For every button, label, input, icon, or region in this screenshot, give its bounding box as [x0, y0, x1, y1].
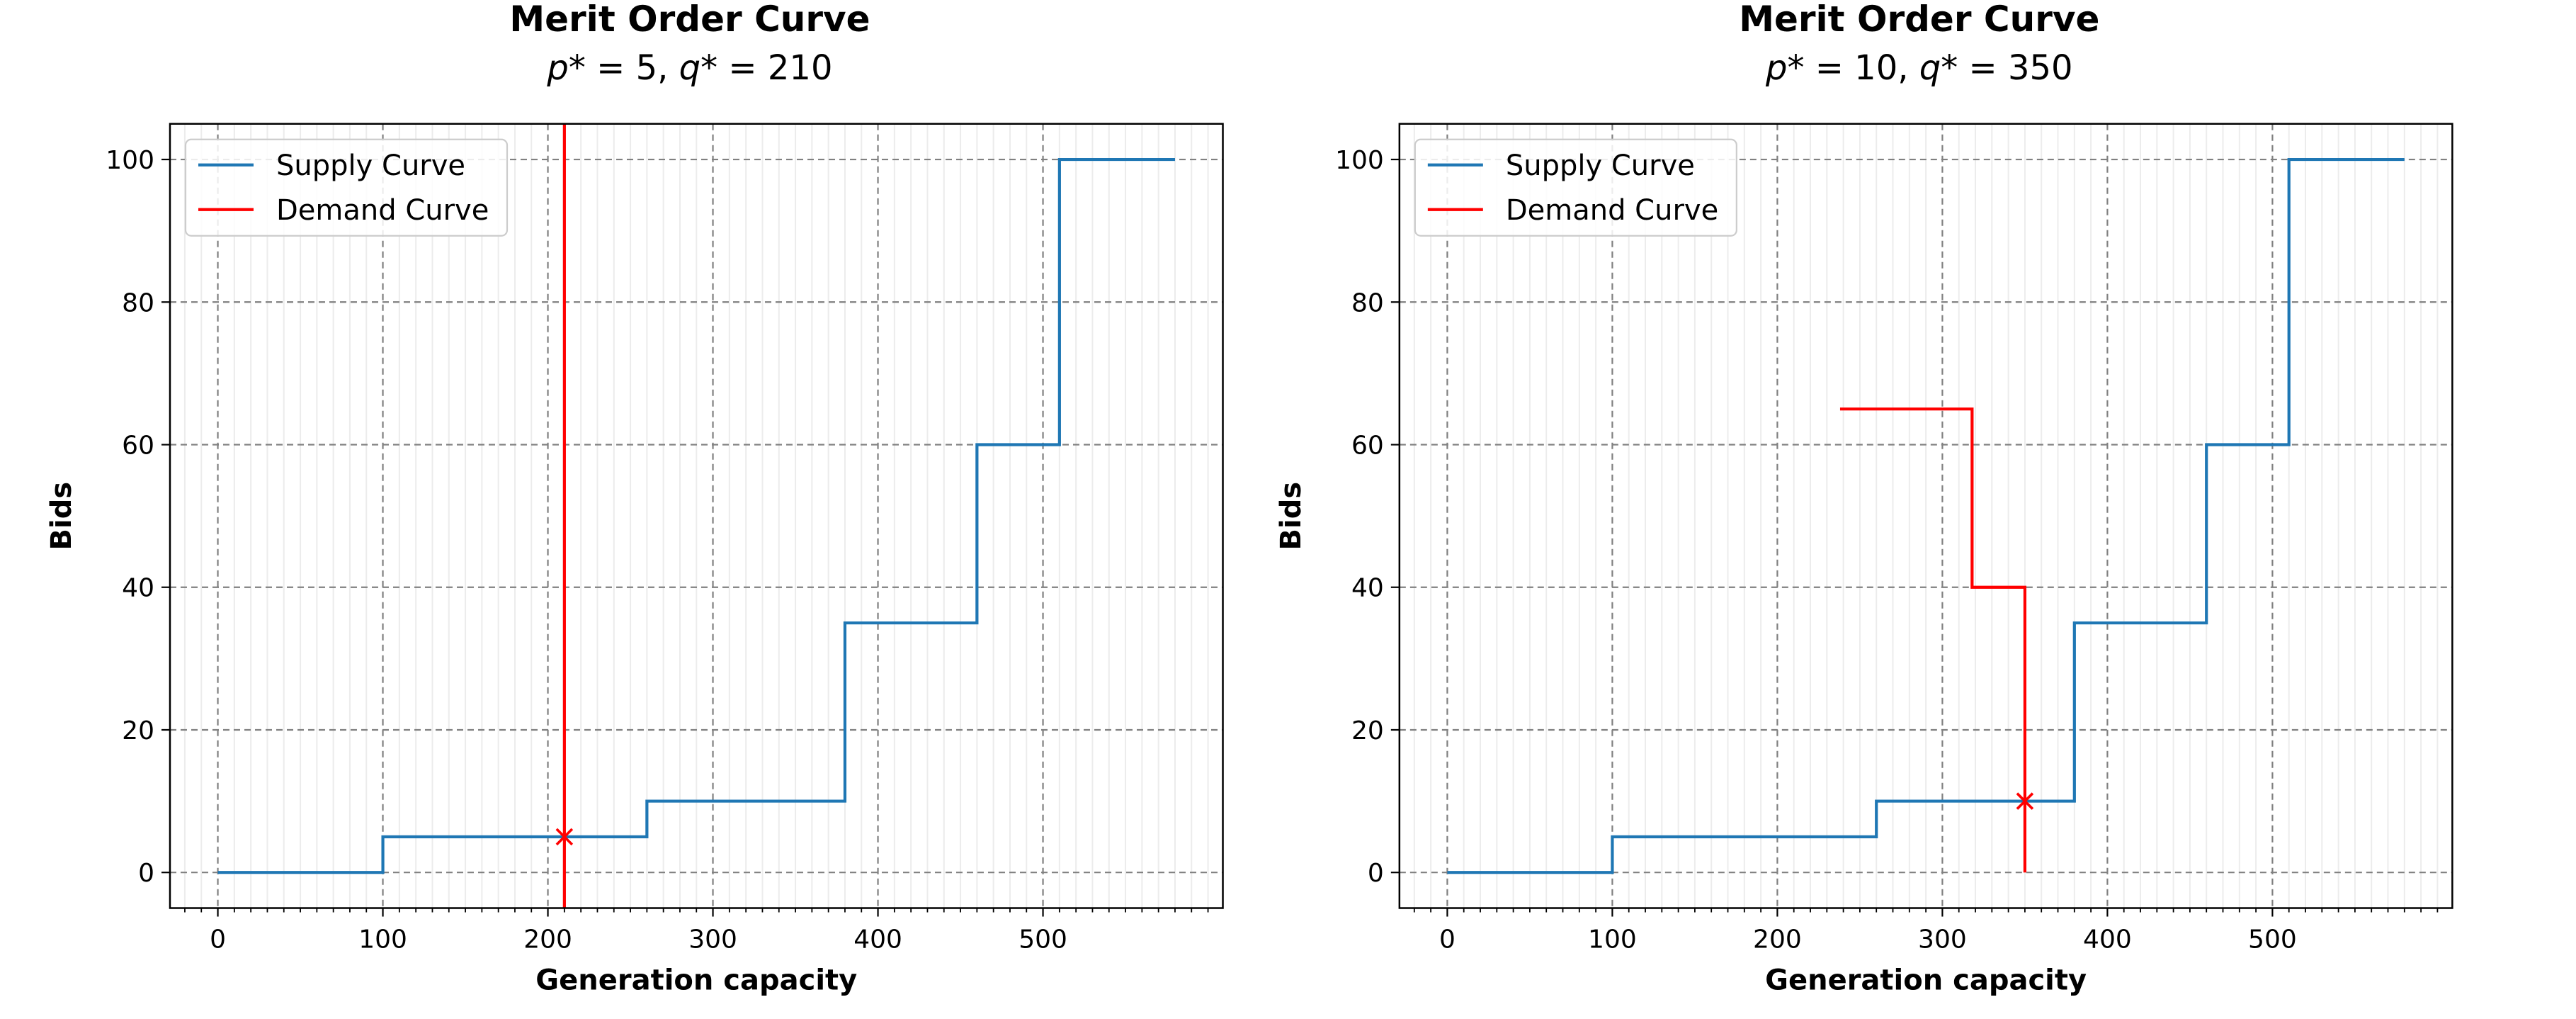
chart-1-subtitle-part: q	[679, 48, 700, 88]
chart-2-x-tick-label: 500	[2248, 925, 2297, 955]
chart-2-y-tick-label: 40	[1351, 574, 1384, 603]
chart-2-y-tick-label: 60	[1351, 432, 1384, 461]
chart-2-y-tick-label: 100	[1335, 146, 1384, 175]
chart-1-y-axis-label: Bids	[45, 482, 78, 551]
chart-2-legend: Supply Curve Demand Curve	[1414, 138, 1737, 237]
chart-1-legend: Supply Curve Demand Curve	[184, 138, 509, 237]
chart-1-x-tick-label: 100	[358, 925, 407, 955]
chart-2-legend-box	[1414, 138, 1737, 237]
chart-1-x-tick-label: 300	[688, 925, 737, 955]
chart-1-y-tick-label: 100	[106, 146, 154, 175]
chart-2-subtitle-part: * = 10,	[1787, 48, 1919, 88]
chart-2-y-tick-label: 0	[1368, 859, 1384, 888]
chart-2-title: Merit Order Curve	[1739, 0, 2099, 40]
chart-2-demand-curve-line	[1839, 407, 2027, 873]
chart-2-x-tick-label: 400	[2083, 925, 2132, 955]
chart-1-subtitle-part: * = 5,	[569, 48, 679, 88]
chart-2-x-tick-label: 0	[1439, 925, 1456, 955]
chart-2-equilibrium-marker-stroke	[2016, 792, 2034, 810]
chart-2-supply-curve-line	[1447, 157, 2405, 874]
chart-1-y-tick-label: 80	[122, 288, 154, 317]
chart-1-subtitle-part: * = 210	[700, 48, 832, 88]
chart-2-subtitle-part: p	[1765, 48, 1787, 88]
chart-2-legend-demand-curve-label: Demand Curve	[1506, 194, 1718, 227]
chart-2-subtitle-part: q	[1919, 48, 1941, 88]
chart-2-y-tick-label: 80	[1351, 288, 1384, 317]
chart-2-legend-supply-curve-label: Supply Curve	[1506, 150, 1695, 182]
chart-2-x-tick-label: 200	[1753, 925, 1802, 955]
chart-1-x-tick-label: 400	[853, 925, 902, 955]
chart-1-x-tick-label: 0	[210, 925, 226, 955]
chart-1-supply-curve-line	[217, 157, 1175, 874]
chart-1-x-axis-label: Generation capacity	[535, 964, 857, 997]
chart-1-legend-demand-curve-label: Demand Curve	[276, 194, 489, 227]
chart-1-legend-box	[184, 138, 509, 237]
chart-1: 0 100 200 300 400 500 0 20 40 60 80 100 Generation c…	[45, 0, 1224, 997]
chart-2-y-axis-label: Bids	[1275, 482, 1307, 551]
chart-2: 0 100 200 300 400 500 0 20 40 60 80 100 Generation c…	[1275, 0, 2453, 997]
chart-1-y-tick-label: 40	[122, 574, 154, 603]
chart-1-subtitle: p* = 5, q* = 210	[546, 48, 832, 88]
chart-2-equilibrium-marker	[2016, 792, 2034, 810]
chart-2-x-tick-label: 300	[1918, 925, 1967, 955]
chart-1-x-tick-label: 200	[523, 925, 572, 955]
chart-2-y-tick-label: 20	[1351, 716, 1384, 745]
chart-1-y-tick-label: 0	[138, 859, 154, 888]
chart-1-equilibrium-marker	[555, 828, 574, 846]
chart-1-title: Merit Order Curve	[509, 0, 870, 40]
chart-2-subtitle-part: * = 350	[1941, 48, 2072, 88]
chart-1-x-tick-label: 500	[1019, 925, 1067, 955]
chart-2-x-tick-label: 100	[1588, 925, 1637, 955]
chart-2-x-axis-label: Generation capacity	[1765, 964, 2087, 997]
chart-2-subtitle: p* = 10, q* = 350	[1765, 48, 2073, 88]
chart-1-y-tick-label: 60	[122, 432, 154, 461]
chart-1-equilibrium-marker-stroke	[555, 828, 574, 846]
chart-1-y-tick-label: 20	[122, 716, 154, 745]
chart-1-legend-supply-curve-label: Supply Curve	[276, 150, 465, 182]
chart-1-subtitle-part: p	[546, 48, 568, 88]
